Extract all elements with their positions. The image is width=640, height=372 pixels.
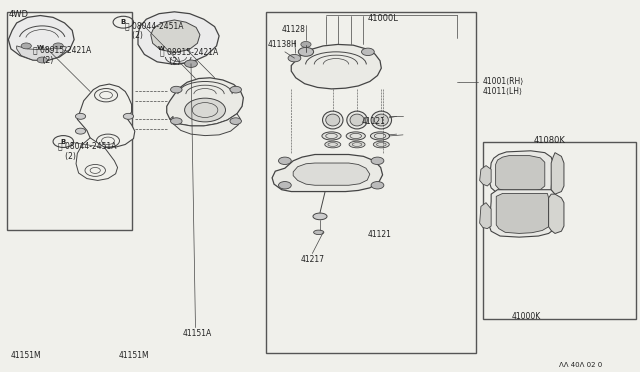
- Circle shape: [288, 54, 301, 62]
- Text: Ⓦ 08915-2421A
    (2): Ⓦ 08915-2421A (2): [33, 45, 91, 65]
- Text: 41121: 41121: [368, 231, 392, 240]
- Polygon shape: [293, 163, 370, 185]
- Ellipse shape: [371, 111, 392, 129]
- Text: 41000K: 41000K: [511, 312, 541, 321]
- Text: 41151M: 41151M: [10, 351, 41, 360]
- Polygon shape: [495, 155, 545, 192]
- Ellipse shape: [313, 213, 327, 220]
- Text: 41080K: 41080K: [534, 136, 566, 145]
- Polygon shape: [291, 44, 381, 89]
- Text: Ⓦ 08915-2421A
    (2): Ⓦ 08915-2421A (2): [161, 47, 219, 67]
- Circle shape: [21, 43, 31, 49]
- Text: Ⓑ 08044-2451A
   (2): Ⓑ 08044-2451A (2): [58, 141, 116, 161]
- Ellipse shape: [350, 114, 364, 126]
- Text: 41151A: 41151A: [182, 329, 212, 338]
- Circle shape: [184, 60, 197, 67]
- Circle shape: [278, 182, 291, 189]
- Text: 41001⟨RH⟩
41011⟨LH⟩: 41001⟨RH⟩ 41011⟨LH⟩: [483, 77, 524, 96]
- Polygon shape: [76, 138, 118, 180]
- Circle shape: [371, 182, 384, 189]
- Text: ΛΛ 40Λ 02 0: ΛΛ 40Λ 02 0: [559, 362, 603, 368]
- Polygon shape: [489, 151, 553, 197]
- Polygon shape: [8, 16, 74, 61]
- Circle shape: [301, 41, 311, 47]
- Circle shape: [298, 47, 314, 56]
- Bar: [483, 141, 636, 320]
- Circle shape: [53, 43, 63, 49]
- Polygon shape: [170, 114, 240, 136]
- Text: W: W: [158, 46, 165, 51]
- Circle shape: [76, 128, 86, 134]
- Polygon shape: [77, 84, 135, 147]
- Ellipse shape: [323, 111, 343, 129]
- Text: 41128: 41128: [282, 25, 305, 34]
- Ellipse shape: [371, 132, 390, 140]
- Ellipse shape: [347, 111, 367, 129]
- Text: B: B: [121, 19, 126, 25]
- Circle shape: [184, 98, 225, 122]
- Circle shape: [76, 113, 86, 119]
- Text: 41217: 41217: [301, 254, 325, 264]
- Circle shape: [371, 157, 384, 164]
- Circle shape: [362, 48, 374, 55]
- Ellipse shape: [324, 141, 340, 148]
- Ellipse shape: [322, 132, 341, 140]
- Ellipse shape: [346, 132, 365, 140]
- Text: Ⓑ 08044-2451A
   (2): Ⓑ 08044-2451A (2): [125, 21, 184, 41]
- Polygon shape: [551, 153, 564, 194]
- Circle shape: [171, 118, 182, 125]
- Circle shape: [230, 86, 241, 93]
- Ellipse shape: [326, 114, 340, 126]
- Polygon shape: [479, 166, 491, 186]
- Text: 41121: 41121: [362, 118, 385, 126]
- Text: 41138H: 41138H: [268, 39, 298, 49]
- Circle shape: [37, 57, 47, 63]
- Ellipse shape: [374, 114, 388, 126]
- Bar: [266, 12, 476, 353]
- Polygon shape: [167, 78, 243, 126]
- Ellipse shape: [373, 141, 389, 148]
- Polygon shape: [496, 193, 548, 234]
- Text: 41151M: 41151M: [119, 351, 150, 360]
- Circle shape: [171, 86, 182, 93]
- Bar: [7, 12, 132, 231]
- Polygon shape: [272, 154, 383, 192]
- Text: 4WD: 4WD: [8, 10, 28, 19]
- Polygon shape: [17, 46, 67, 61]
- Ellipse shape: [314, 230, 324, 235]
- Circle shape: [124, 113, 134, 119]
- Circle shape: [278, 157, 291, 164]
- Text: 41000L: 41000L: [368, 14, 399, 23]
- Text: B: B: [61, 138, 66, 145]
- Polygon shape: [548, 194, 564, 234]
- Circle shape: [230, 118, 241, 125]
- Ellipse shape: [349, 141, 365, 148]
- Polygon shape: [489, 190, 555, 237]
- Polygon shape: [479, 203, 491, 229]
- Text: W: W: [37, 45, 44, 49]
- Polygon shape: [138, 12, 219, 64]
- Polygon shape: [151, 20, 200, 52]
